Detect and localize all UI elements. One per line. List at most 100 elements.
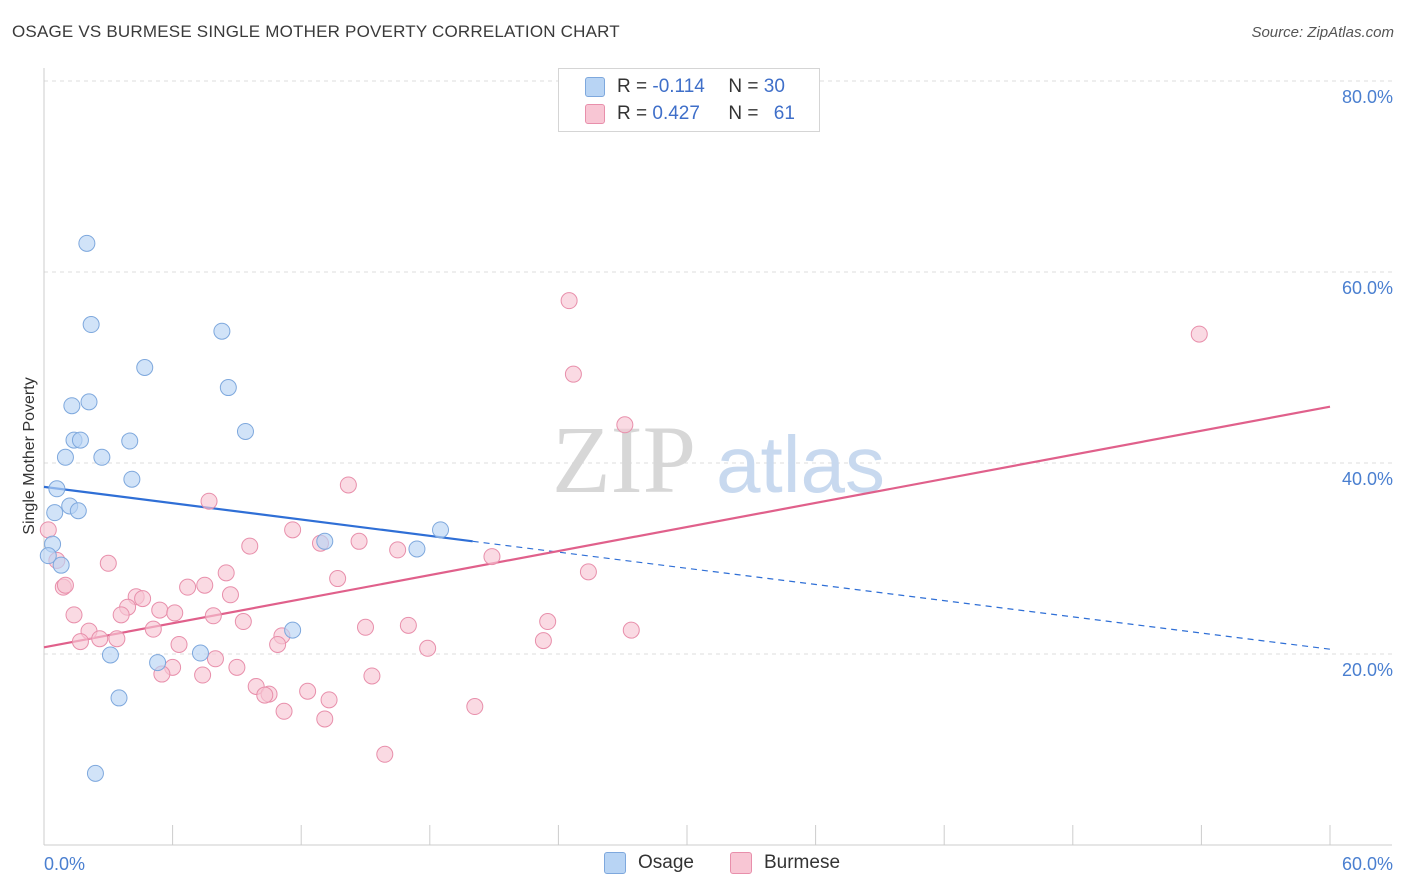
- osage-point: [86, 764, 104, 782]
- osage-point: [191, 644, 209, 662]
- series-legend-burmese: Burmese: [729, 852, 841, 874]
- x-tick-label: 0.0%: [44, 854, 85, 874]
- osage-point: [284, 621, 302, 639]
- burmese-point: [363, 667, 381, 685]
- osage-point: [56, 448, 74, 466]
- chart-title: OSAGE VS BURMESE SINGLE MOTHER POVERTY C…: [12, 22, 620, 41]
- tick-labels: 20.0% 40.0% 60.0% 80.0% 0.0% 60.0%: [44, 87, 1393, 874]
- burmese-point: [256, 686, 274, 704]
- data-points: [39, 234, 1208, 782]
- burmese-point: [339, 476, 357, 494]
- osage-point: [213, 322, 231, 340]
- burmese-point: [534, 632, 552, 650]
- burmese-point: [357, 618, 374, 636]
- osage-point: [408, 540, 426, 558]
- osage-point: [71, 431, 89, 449]
- osage-point: [236, 422, 254, 440]
- legend-r-value: -0.114: [652, 76, 705, 97]
- burmese-point: [269, 635, 287, 653]
- burmese-point: [217, 564, 235, 582]
- osage-point: [101, 646, 119, 664]
- burmese-point: [560, 292, 578, 310]
- burmese-point: [299, 682, 317, 700]
- series-legend-label-burmese: Burmese: [763, 852, 841, 873]
- osage-point: [136, 359, 154, 376]
- legend-n-label: N =: [728, 76, 764, 97]
- burmese-point: [194, 666, 212, 684]
- osage-point: [52, 556, 70, 574]
- burmese-point: [221, 586, 239, 604]
- burmese-point: [579, 563, 597, 581]
- burmese-point: [206, 650, 224, 668]
- burmese-point: [419, 639, 437, 657]
- axes: [43, 68, 1392, 846]
- burmese-point: [564, 365, 582, 383]
- burmese-point: [376, 745, 394, 763]
- burmese-point: [196, 576, 214, 594]
- burmese-trend-line: [43, 405, 1331, 649]
- burmese-point: [39, 521, 57, 539]
- y-axis-label: Single Mother Poverty: [21, 377, 38, 534]
- burmese-point: [134, 590, 152, 608]
- burmese-point: [483, 548, 501, 566]
- y-tick-label: 80.0%: [1342, 87, 1393, 107]
- burmese-point: [112, 606, 130, 624]
- burmese-point: [622, 621, 640, 639]
- osage-point: [63, 397, 81, 415]
- burmese-point: [166, 604, 184, 622]
- burmese-point: [539, 613, 557, 631]
- burmese-point: [108, 630, 126, 648]
- burmese-point: [316, 710, 334, 728]
- osage-trend-line-extended: [472, 540, 1331, 650]
- x-tick-label: 60.0%: [1342, 854, 1393, 874]
- y-tick-label: 40.0%: [1342, 469, 1393, 489]
- series-legend: Osage Burmese: [604, 852, 876, 874]
- burmese-point: [200, 492, 218, 510]
- burmese-point: [204, 607, 222, 625]
- osage-point: [316, 532, 334, 550]
- legend-row-osage: R = -0.114 N = 30: [585, 74, 785, 100]
- burmese-point: [65, 606, 83, 624]
- legend-swatch-osage: [585, 77, 605, 97]
- source-label: Source: ZipAtlas.com: [1251, 24, 1394, 41]
- osage-point: [121, 432, 139, 450]
- osage-point: [149, 654, 167, 672]
- burmese-point: [284, 521, 302, 539]
- series-legend-label-osage: Osage: [638, 852, 694, 873]
- series-legend-swatch-burmese: [729, 852, 752, 874]
- osage-point: [123, 470, 141, 488]
- burmese-point: [241, 537, 259, 555]
- burmese-point: [1190, 325, 1208, 343]
- burmese-point: [170, 635, 188, 653]
- burmese-point: [466, 698, 484, 716]
- burmese-point: [91, 630, 109, 648]
- burmese-point: [275, 702, 293, 720]
- legend-swatch-burmese: [585, 104, 605, 124]
- burmese-point: [71, 633, 89, 651]
- osage-trend-line: [43, 485, 473, 543]
- osage-point: [80, 393, 98, 411]
- burmese-point: [234, 613, 252, 631]
- legend-n-label: N =: [728, 103, 764, 124]
- series-legend-swatch-osage: [604, 852, 626, 874]
- burmese-point: [99, 554, 117, 572]
- watermark: ZIP atlas: [552, 406, 885, 513]
- burmese-point: [320, 691, 338, 709]
- burmese-point: [56, 576, 74, 594]
- burmese-point: [151, 601, 169, 619]
- burmese-point: [329, 570, 347, 588]
- trend-lines: [43, 405, 1331, 650]
- burmese-point: [179, 578, 197, 596]
- burmese-point: [228, 658, 246, 676]
- series-legend-osage: Osage: [604, 852, 694, 874]
- osage-point: [69, 502, 87, 520]
- osage-point: [219, 379, 237, 397]
- burmese-point: [399, 616, 417, 634]
- osage-point: [82, 316, 100, 334]
- osage-point: [78, 234, 96, 252]
- legend-r-label: R =: [617, 76, 653, 97]
- osage-point: [432, 521, 450, 539]
- osage-point: [46, 504, 64, 522]
- legend-row-burmese: R = 0.427 N = 61: [585, 101, 795, 127]
